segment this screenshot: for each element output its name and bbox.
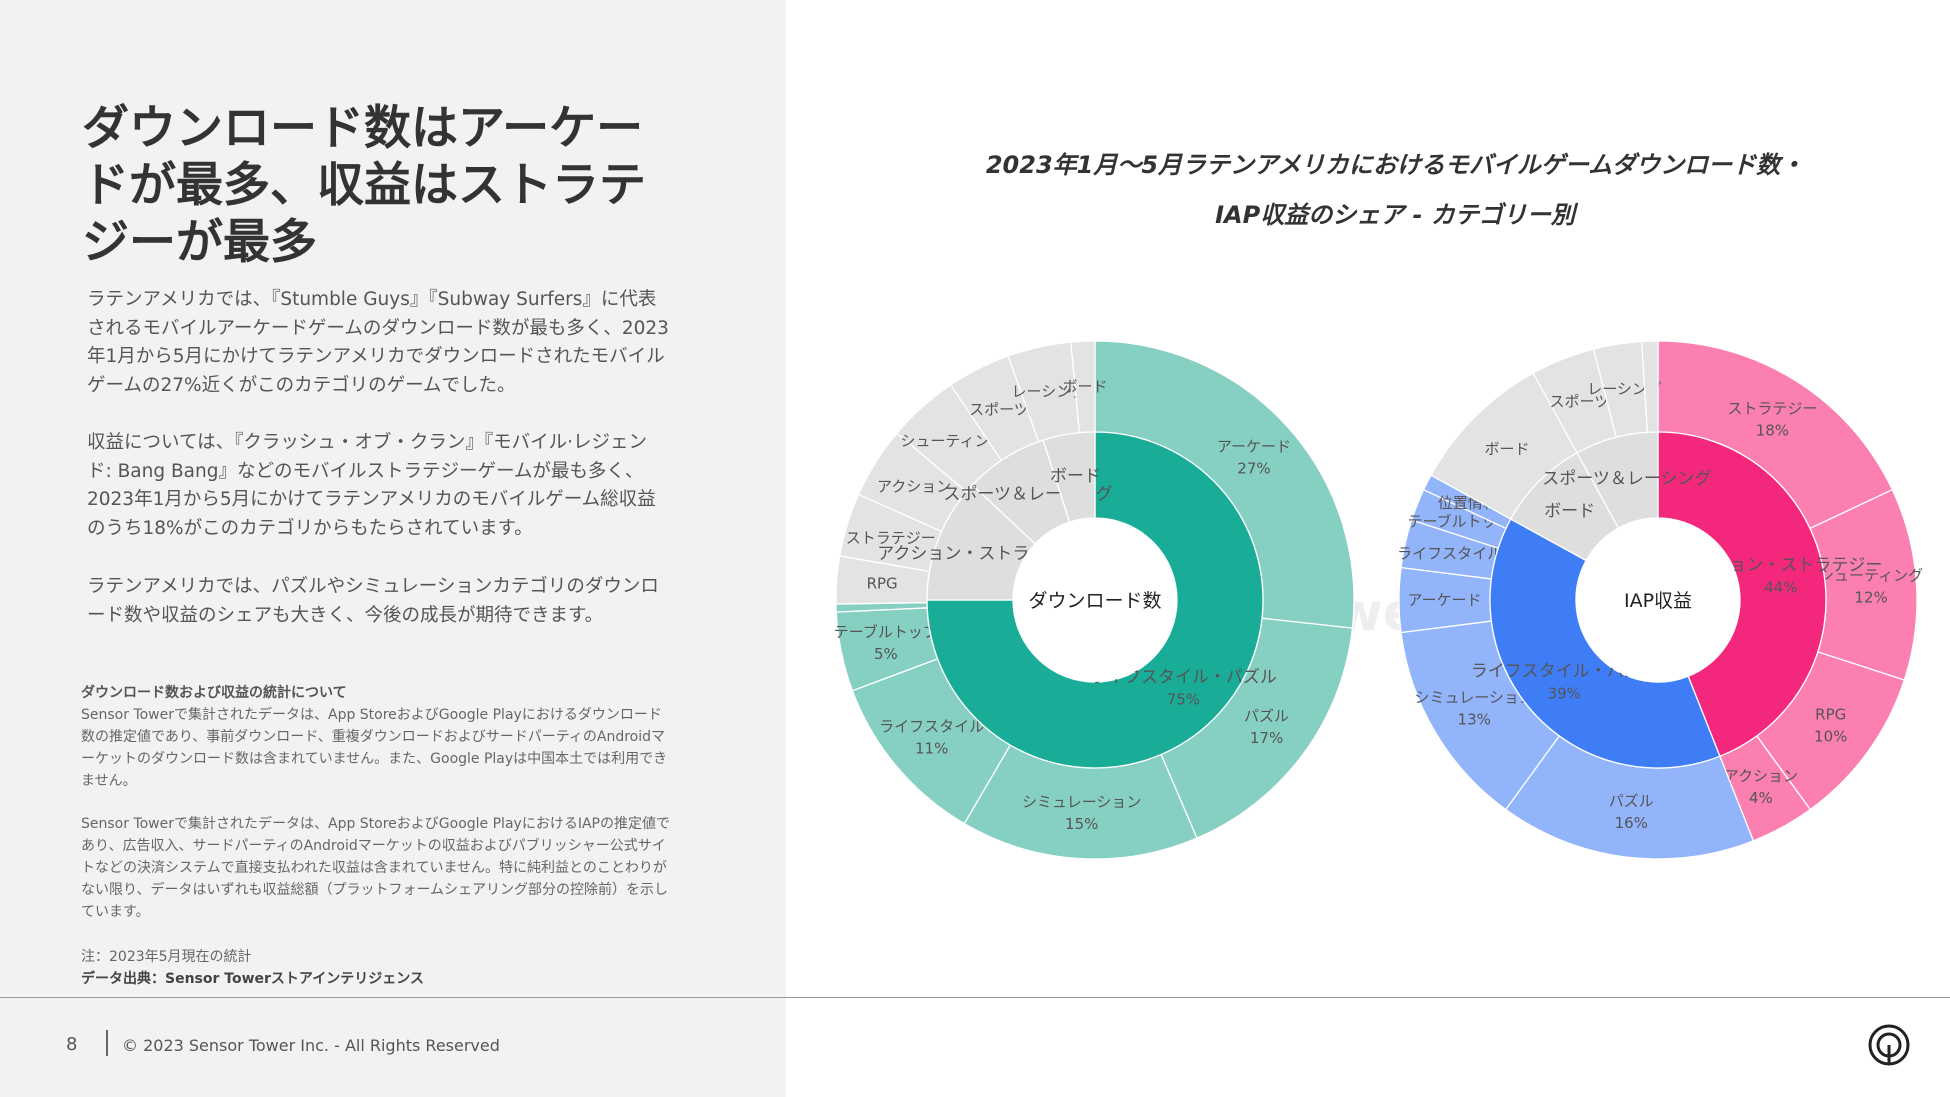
outer-label: ライフスタイル: [879, 718, 984, 736]
footer-divider: [0, 997, 1950, 998]
outer-value-label: 27%: [1237, 459, 1270, 477]
center-label: ダウンロード数: [1028, 590, 1161, 612]
paragraph-outlook: ラテンアメリカでは、パズルやシミュレーションカテゴリのダウンロード数や収益のシェ…: [87, 576, 659, 626]
outer-value-label: 12%: [1854, 589, 1887, 607]
inner-value-label: 39%: [1548, 685, 1581, 703]
outer-label: ボード: [1063, 378, 1108, 396]
center-label: IAP収益: [1624, 590, 1692, 612]
stats-body-downloads: Sensor Towerで集計されたデータは、App StoreおよびGoogl…: [81, 707, 668, 789]
left-panel: ダウンロード数はアーケードが最多、収益はストラテジーが最多 ラテンアメリカでは、…: [0, 0, 786, 1097]
outer-label: シミュレーション: [1022, 793, 1141, 811]
inner-value-label: 44%: [1764, 579, 1797, 597]
copyright: © 2023 Sensor Tower Inc. - All Rights Re…: [122, 1036, 500, 1055]
outer-label: シューティング: [900, 432, 1004, 450]
stats-body-revenue: Sensor Towerで集計されたデータは、App StoreおよびGoogl…: [81, 816, 670, 920]
outer-label: アクション: [1724, 767, 1798, 785]
outer-label: ストラテジー: [1727, 400, 1817, 418]
outer-value-label: 11%: [915, 740, 948, 758]
chart-title-line-1: 2023年1月～5月ラテンアメリカにおけるモバイルゲームダウンロード数・: [985, 151, 1805, 179]
outer-value-label: 13%: [1458, 711, 1491, 729]
outer-label: レーシング: [1012, 383, 1087, 401]
outer-label: スポーツ: [969, 400, 1029, 418]
paragraph-downloads: ラテンアメリカでは、『Stumble Guys』『Subway Surfers』…: [87, 289, 669, 396]
outer-label: ボード: [1485, 440, 1530, 458]
outer-label: テーブルトップ: [834, 623, 938, 641]
outer-label: アーケード: [1407, 591, 1481, 609]
outer-label: ライフスタイル: [1397, 544, 1502, 562]
outer-value-label: 15%: [1065, 815, 1098, 833]
outer-value-label: 5%: [874, 645, 898, 663]
outer-label: レーシング: [1587, 380, 1662, 398]
outer-label: アーケード: [1217, 437, 1291, 455]
outer-label: シミュレーション: [1415, 689, 1534, 707]
source-line: データ出典：Sensor Towerストアインテリジェンス: [81, 971, 424, 987]
outer-value-label: 16%: [1615, 814, 1648, 832]
outer-label: アクション: [877, 478, 951, 496]
outer-label: パズル: [1609, 792, 1654, 810]
inner-label: ボード: [1050, 467, 1101, 487]
download-sunburst: アーケード 27% パズル 17% シミュレーション 15% ライフスタイル 11% テーブルト…: [834, 340, 1355, 860]
inner-label: ライフスタイル・パズル: [1090, 667, 1277, 687]
note-line: 注：2023年5月現在の統計: [81, 949, 252, 965]
outer-value-label: 10%: [1814, 727, 1847, 745]
outer-value-label: 18%: [1756, 422, 1789, 440]
outer-value-label: 17%: [1250, 729, 1283, 747]
outer-label: ストラテジー: [846, 529, 936, 547]
revenue-sunburst: ストラテジー 18% シューティング 12% RPG 10% アクション 4% パズル 16% シミ…: [1397, 340, 1923, 860]
sensor-tower-logo-icon: [1868, 1024, 1910, 1066]
inner-slice: [1489, 518, 1721, 769]
stats-title: ダウンロード数および収益の統計について: [81, 685, 347, 701]
paragraph-revenue: 収益については、『クラッシュ・オブ・クラン』『モバイル·レジェンド: Bang …: [87, 432, 656, 539]
chart-title-line-2: IAP収益のシェア - カテゴリー別: [1215, 201, 1575, 229]
center-hole: [1013, 518, 1177, 682]
inner-label: スポーツ＆レーシング: [1542, 469, 1711, 489]
outer-label: RPG: [867, 574, 898, 592]
outer-value-label: 4%: [1749, 789, 1773, 807]
headline: ダウンロード数はアーケードが最多、収益はストラテジーが最多: [82, 101, 646, 270]
outer-label: RPG: [1815, 705, 1846, 723]
center-hole: [1576, 518, 1740, 682]
inner-value-label: 75%: [1167, 690, 1200, 708]
page-number: 8: [66, 1034, 78, 1055]
outer-label: パズル: [1244, 707, 1289, 725]
footer-separator: [106, 1030, 108, 1056]
outer-label: スポーツ: [1550, 392, 1610, 410]
inner-label: ボード: [1544, 502, 1595, 522]
outer-label: シューティング: [1819, 567, 1923, 585]
